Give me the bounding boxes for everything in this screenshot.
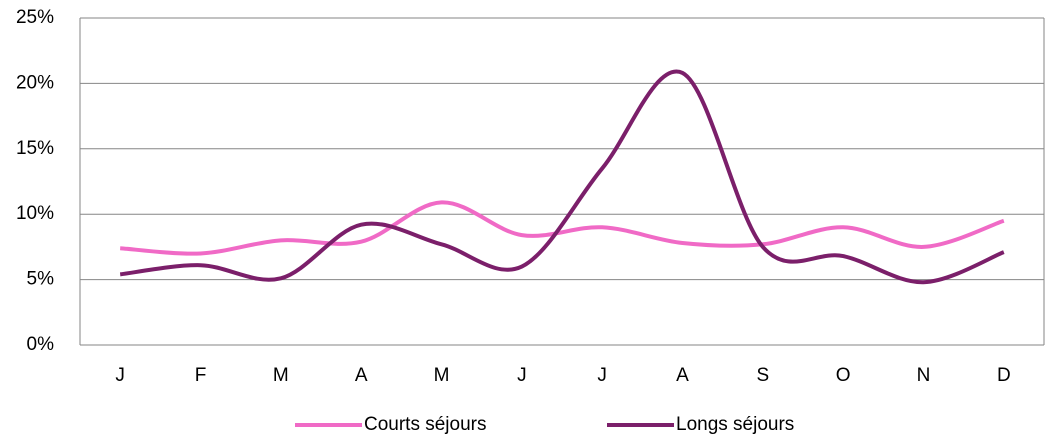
x-tick-label: J: [115, 365, 125, 386]
x-tick-label: M: [273, 365, 289, 386]
y-tick-label: 15%: [16, 138, 54, 159]
x-tick-label: J: [597, 365, 607, 386]
x-tick-label: S: [756, 365, 769, 386]
y-tick-label: 5%: [27, 269, 55, 290]
x-tick-label: F: [195, 365, 207, 386]
x-tick-label: J: [517, 365, 527, 386]
legend-label: Courts séjours: [364, 414, 487, 435]
y-tick-label: 10%: [16, 203, 54, 224]
y-tick-label: 20%: [16, 72, 54, 93]
line-series: [119, 69, 1005, 285]
y-tick-label: 0%: [27, 334, 55, 355]
legend-label: Longs séjours: [676, 414, 794, 435]
y-tick-label: 25%: [16, 7, 54, 28]
x-tick-label: M: [434, 365, 450, 386]
x-tick-label: N: [917, 365, 931, 386]
line-series: [120, 200, 1005, 256]
x-tick-label: A: [676, 365, 689, 386]
x-tick-label: O: [836, 365, 851, 386]
x-tick-label: D: [997, 365, 1011, 386]
x-tick-label: A: [355, 365, 368, 386]
